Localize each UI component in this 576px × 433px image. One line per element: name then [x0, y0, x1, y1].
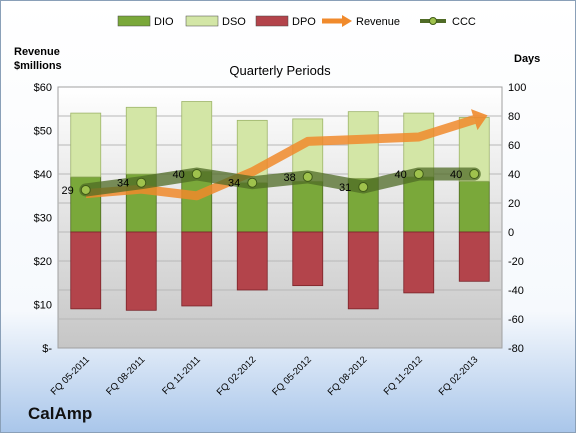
chart-title: Quarterly Periods: [229, 63, 331, 78]
left-tick-label: $60: [34, 82, 52, 94]
right-tick-label: 0: [508, 227, 514, 239]
revenue-arrowhead: [471, 109, 488, 131]
bar-dso: [181, 101, 213, 172]
bar-dso: [403, 112, 435, 178]
right-tick-label: 100: [508, 82, 526, 94]
bar-dso: [347, 111, 379, 179]
company-name: CalAmp: [28, 404, 93, 423]
legend-swatch: [429, 17, 437, 25]
revenue-line: [85, 115, 476, 201]
bar-dio: [403, 176, 435, 233]
ccc-data-label: 40: [450, 169, 462, 181]
ccc-line: [79, 167, 481, 197]
legend-label: CCC: [452, 16, 476, 28]
legend-swatch: [185, 15, 219, 27]
legend-label: DPO: [292, 16, 316, 28]
ccc-point: [302, 171, 313, 182]
left-tick-label: $40: [34, 169, 52, 181]
bar-dpo: [70, 231, 102, 310]
bar-dso: [70, 112, 102, 178]
ccc-data-label: 31: [339, 182, 351, 194]
legend: DIO DSO DPO Revenue CCC: [117, 15, 476, 28]
bar-dpo: [458, 231, 490, 282]
bar-dio: [236, 182, 268, 233]
bar-dpo: [236, 231, 268, 291]
right-tick-label: 60: [508, 140, 520, 152]
bar-dpo: [292, 231, 324, 287]
ccc-point: [80, 184, 91, 195]
right-tick-label: 40: [508, 169, 520, 181]
bar-dso: [125, 106, 157, 175]
legend-swatch: [117, 15, 151, 27]
ccc-point: [191, 169, 202, 179]
left-tick-label: $30: [34, 213, 52, 225]
legend-label: DSO: [222, 16, 246, 28]
left-tick-label: $10: [34, 300, 52, 312]
bar-dpo: [403, 231, 435, 294]
ccc-point: [247, 177, 258, 188]
left-tick-label: $-: [42, 343, 52, 355]
plot-area: [57, 86, 503, 349]
ccc-point: [136, 177, 147, 188]
ccc-data-label: 38: [284, 172, 296, 184]
ccc-data-label: 34: [117, 178, 129, 190]
left-tick-label: $50: [34, 126, 52, 138]
ccc-point: [358, 182, 369, 193]
bar-dio: [458, 180, 490, 233]
right-tick-label: -40: [508, 285, 524, 297]
ccc-data-label: 40: [173, 169, 185, 181]
ccc-point: [469, 169, 480, 179]
right-tick-label: 80: [508, 111, 520, 123]
right-axis-title: Days: [514, 53, 540, 65]
bar-dpo: [125, 231, 157, 311]
bar-dpo: [181, 231, 213, 307]
ccc-data-label: 34: [228, 178, 240, 190]
legend-swatch: [342, 15, 352, 27]
bar-dio: [292, 180, 324, 233]
right-tick-label: -20: [508, 256, 524, 268]
left-axis-subtitle: $millions: [14, 60, 62, 72]
left-tick-label: $20: [34, 256, 52, 268]
ccc-data-label: 29: [62, 185, 74, 197]
left-axis-title: Revenue: [14, 46, 60, 58]
ccc-point: [413, 169, 424, 179]
ccc-data-label: 40: [395, 169, 407, 181]
legend-label: Revenue: [356, 16, 400, 28]
legend-swatch: [255, 15, 289, 27]
bar-dpo: [347, 231, 379, 310]
right-tick-label: -60: [508, 314, 524, 326]
right-tick-label: -80: [508, 343, 524, 355]
right-tick-label: 20: [508, 198, 520, 210]
legend-label: DIO: [154, 16, 174, 28]
